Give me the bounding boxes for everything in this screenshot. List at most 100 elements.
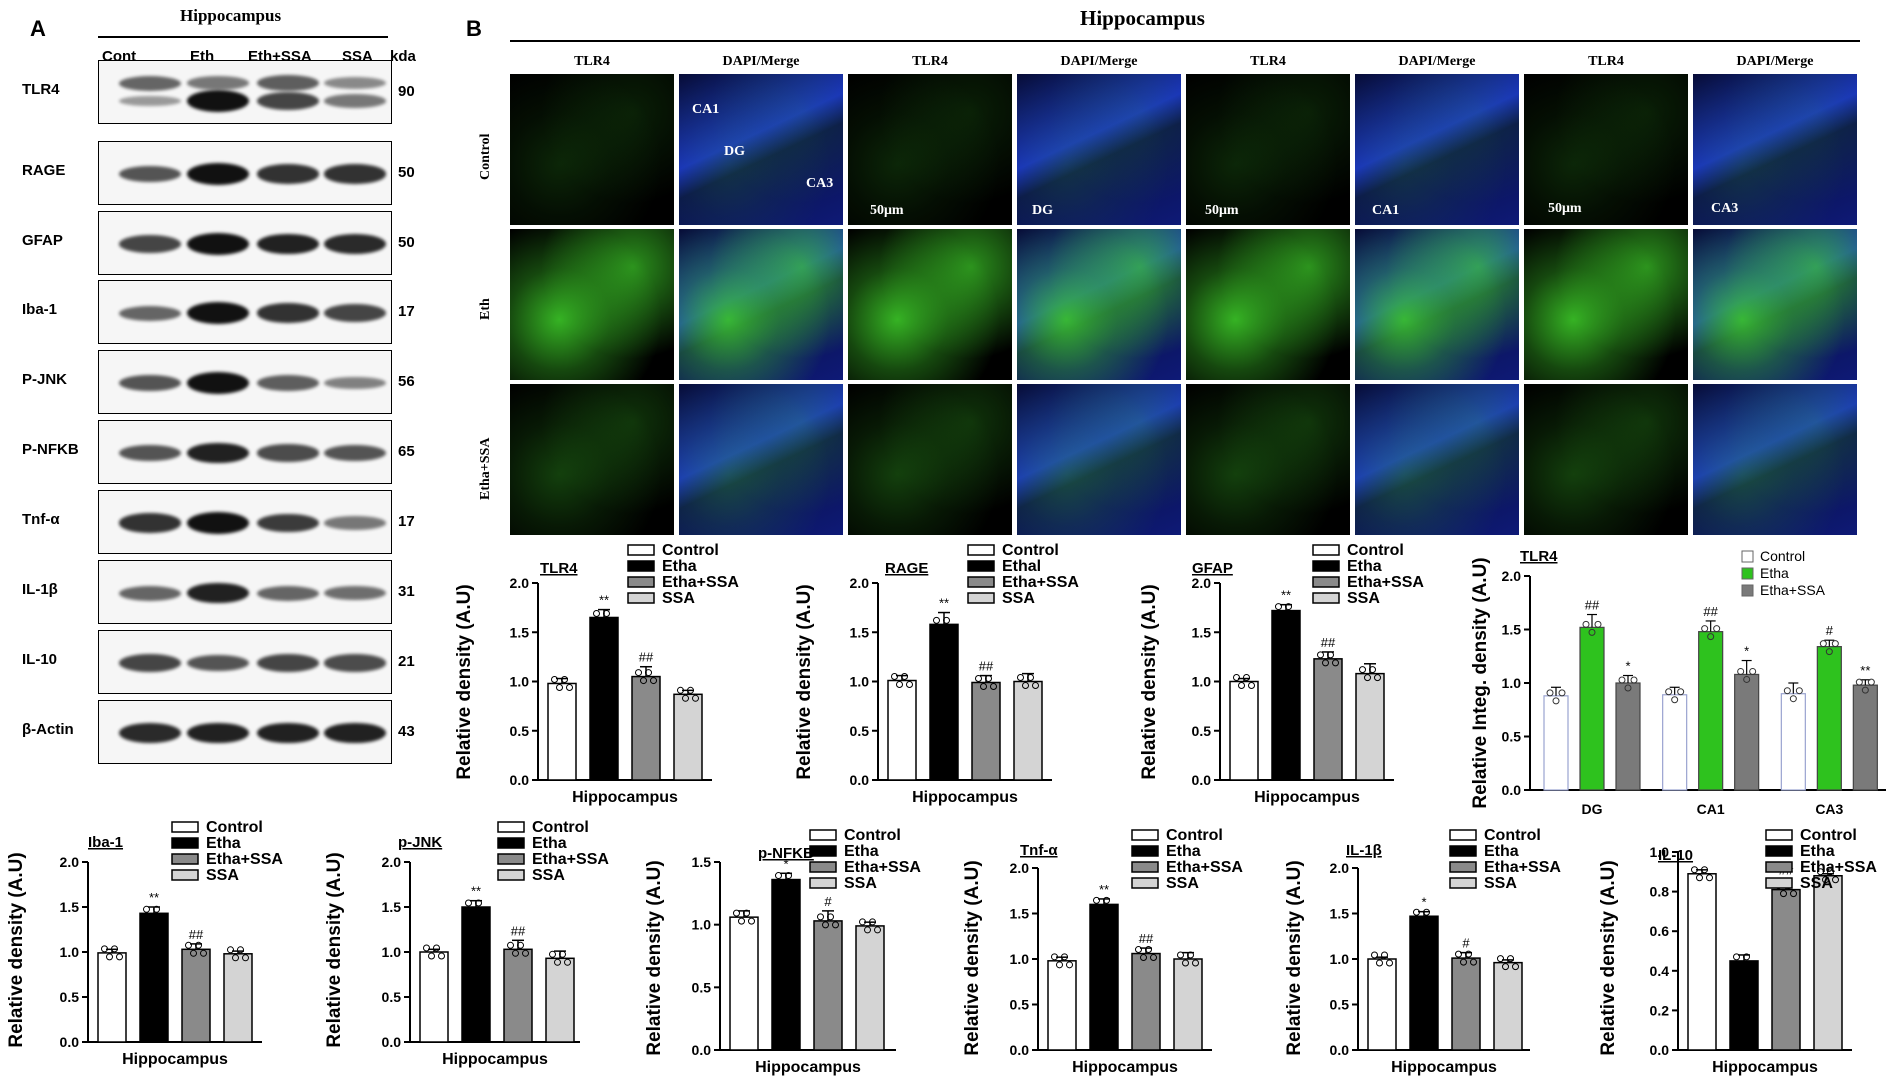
data-point	[1630, 676, 1638, 684]
data-point	[143, 905, 150, 913]
legend-label: Control	[1800, 827, 1857, 844]
tlr4-tile	[1186, 384, 1350, 535]
data-point	[111, 945, 118, 953]
legend-swatch	[1765, 829, 1793, 841]
y-tick-label: 0.0	[1650, 1042, 1670, 1058]
y-tick-label: 1.0	[510, 674, 530, 690]
legend-label: SSA	[532, 867, 565, 884]
blot-band	[119, 235, 181, 253]
data-point	[200, 949, 207, 957]
y-tick-label: 0.5	[1330, 997, 1350, 1013]
blot-label-9: β-Actin	[22, 721, 74, 738]
legend-swatch	[1765, 861, 1793, 873]
data-point	[1827, 868, 1834, 876]
label-ca3-zoom: CA3	[1711, 201, 1739, 216]
y-tick-label: 0.0	[692, 1042, 712, 1058]
y-tick-label: 1.0	[1650, 844, 1670, 860]
blot-band	[119, 75, 181, 91]
legend-label: Etha	[206, 835, 241, 852]
data-point	[1364, 674, 1371, 682]
legend-swatch	[497, 837, 525, 849]
blot-band	[187, 302, 249, 324]
data-point	[1618, 676, 1626, 684]
chart-title: p-NFKB	[758, 845, 814, 862]
tlr4-tile	[1524, 74, 1688, 225]
data-point	[682, 694, 689, 702]
significance-marker: ##	[1321, 635, 1336, 650]
legend-label: SSA	[1002, 590, 1035, 607]
blot-band	[187, 163, 249, 185]
data-point	[1108, 904, 1115, 912]
significance-marker: **	[1860, 663, 1870, 678]
significance-marker: ##	[511, 923, 526, 938]
data-point	[1831, 640, 1839, 648]
data-point	[864, 926, 871, 934]
panel-a-letter: A	[30, 16, 46, 41]
data-point	[1552, 697, 1560, 705]
bar	[887, 679, 917, 781]
data-point	[438, 952, 445, 960]
tlr4-tile	[1524, 384, 1688, 535]
y-tick-label: 1.0	[382, 944, 402, 960]
legend-label: Control	[532, 819, 589, 836]
data-point	[650, 677, 657, 685]
legend-swatch	[1312, 544, 1340, 556]
data-point	[859, 918, 866, 926]
data-point	[775, 872, 782, 880]
legend-label: Etha+SSA	[206, 851, 283, 868]
data-point	[1017, 674, 1024, 681]
legend-label: Etha	[1166, 843, 1201, 860]
data-point	[1233, 674, 1240, 681]
significance-marker: ##	[1139, 931, 1154, 946]
scale-bar-label-1: 50μm	[870, 203, 904, 218]
tlr4-tile	[1186, 229, 1350, 380]
legend-label: SSA	[1166, 875, 1199, 892]
blot-image-1	[98, 141, 392, 205]
legend-swatch	[171, 837, 199, 849]
data-point	[1706, 874, 1713, 882]
legend-label: Control	[1347, 542, 1404, 559]
blot-image-2	[98, 211, 392, 275]
legend-label: Etha+SSA	[1166, 859, 1243, 876]
scale-bar-label-2: 50μm	[1205, 203, 1239, 218]
bar	[461, 906, 491, 1043]
blot-band	[324, 164, 386, 184]
data-point	[1359, 666, 1366, 674]
data-point	[549, 950, 556, 958]
data-point	[598, 617, 605, 625]
data-point	[1280, 611, 1287, 619]
blot-label-3: Iba-1	[22, 301, 58, 318]
blot-image-9	[98, 700, 392, 764]
bar	[1173, 958, 1203, 1051]
data-point	[1546, 689, 1554, 697]
significance-marker: **	[1099, 882, 1109, 897]
bar	[1089, 903, 1119, 1051]
blot-kda-7: 31	[398, 583, 415, 600]
bar	[673, 693, 703, 781]
legend-swatch	[809, 877, 837, 889]
data-point	[1317, 651, 1324, 659]
data-point	[1671, 696, 1679, 704]
dapi-merge-tile	[679, 229, 843, 380]
bar	[1615, 682, 1641, 791]
blot-image-4	[98, 350, 392, 414]
blot-band	[257, 722, 319, 744]
significance-marker: #	[1826, 623, 1834, 638]
data-point	[948, 624, 955, 632]
bar	[1271, 609, 1301, 781]
legend-swatch	[627, 576, 655, 588]
data-point	[1819, 640, 1827, 648]
data-point	[748, 917, 755, 925]
bar	[1780, 693, 1806, 791]
blot-image-0	[98, 60, 392, 124]
label-dg-zoom: DG	[1032, 203, 1053, 218]
legend-label: Etha+SSA	[1800, 859, 1877, 876]
data-point	[465, 899, 472, 907]
significance-marker: *	[783, 856, 788, 871]
y-tick-label: 0.0	[1010, 1042, 1030, 1058]
y-tick-label: 2.0	[382, 854, 402, 870]
data-point	[1665, 688, 1673, 696]
legend-swatch	[967, 576, 995, 588]
data-point	[556, 683, 563, 691]
bar	[1662, 694, 1688, 791]
